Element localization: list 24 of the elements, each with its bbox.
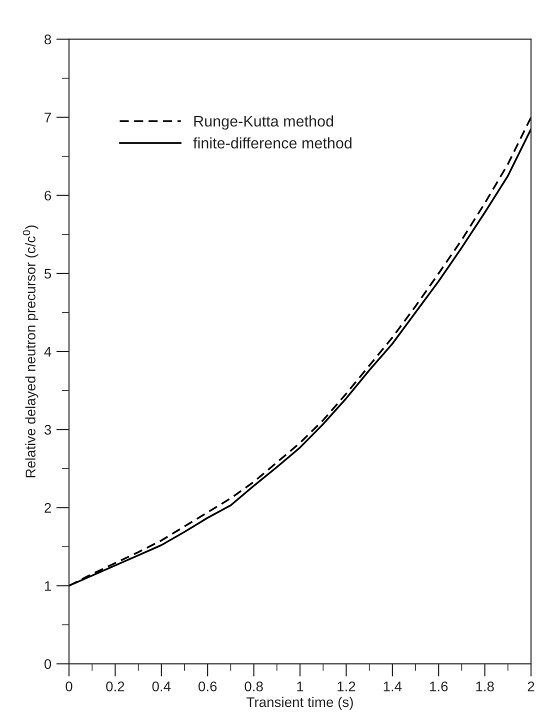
y-tick-label: 0: [44, 659, 52, 669]
x-tick-label: 1.4: [384, 682, 402, 692]
y-tick-label: 4: [44, 346, 52, 357]
y-tick-label: 6: [44, 190, 52, 201]
x-tick-label: 0.8: [244, 682, 263, 692]
y-tick-label: 1: [44, 581, 51, 591]
x-tick-label: 0.4: [152, 682, 171, 692]
y-tick-label: 3: [44, 424, 52, 435]
x-tick-label: 0.6: [198, 682, 217, 692]
x-tick-label: 1: [297, 682, 304, 692]
x-tick-label: 2: [528, 682, 534, 692]
legend-label: finite-difference method: [193, 137, 352, 149]
legend-label: Runge-Kutta method: [194, 115, 334, 130]
x-tick-label: 0: [66, 682, 72, 692]
y-tick-label: 8: [44, 34, 52, 44]
x-tick-label: 1.6: [430, 682, 448, 692]
y-axis-title: Relative delayed neutron precursor (c/c$^{0}$): [22, 226, 38, 478]
y-tick-label: 5: [44, 268, 52, 279]
x-tick-label: 1.2: [338, 682, 356, 692]
y-tick-label: 2: [44, 502, 51, 513]
x-tick-label: 1.8: [476, 682, 494, 692]
y-tick-label: 7: [44, 112, 51, 122]
x-tick-label: 0.2: [106, 682, 124, 692]
x-axis-title: Transient time (s): [246, 696, 353, 710]
